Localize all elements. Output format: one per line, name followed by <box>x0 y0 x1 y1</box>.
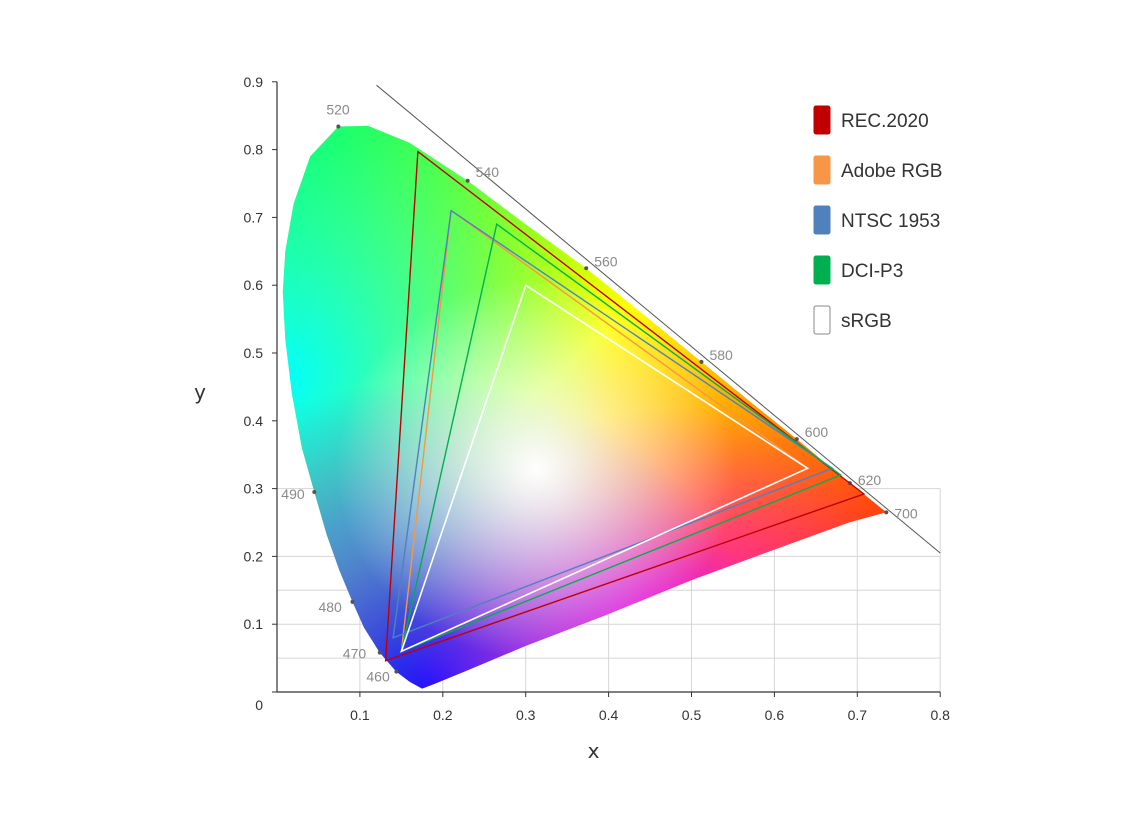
wavelength-label: 490 <box>281 486 305 502</box>
wavelength-marker <box>699 359 704 364</box>
wavelength-label: 580 <box>709 347 733 363</box>
gamut-srgb <box>400 283 810 653</box>
y-tick-label: 0.2 <box>244 548 264 564</box>
wavelength-label: 700 <box>894 505 918 521</box>
wavelength-marker <box>377 650 382 655</box>
wavelength-label: 460 <box>366 669 390 685</box>
legend-item-ntsc-1953: NTSC 1953 <box>813 205 940 235</box>
wavelength-marker <box>584 266 589 271</box>
legend-label: REC.2020 <box>841 111 929 132</box>
spectral-locus <box>282 125 887 689</box>
y-tick-label: 0.3 <box>244 481 264 497</box>
wavelength-label: 470 <box>343 646 367 662</box>
legend-label: Adobe RGB <box>841 161 942 182</box>
axes: 0.1 0.2 0.3 0.4 0.5 0.6 0.7 0.8 0 0.1 0.2 0.3 0.4 0.5… <box>244 74 951 723</box>
legend-swatch <box>813 305 831 335</box>
legend-label: NTSC 1953 <box>841 211 940 232</box>
y-tick-label: 0.4 <box>244 413 264 429</box>
wavelength-label: 540 <box>476 164 500 180</box>
legend-item-srgb: sRGB <box>813 305 892 335</box>
legend-label: sRGB <box>841 311 892 332</box>
x-tick-label: 0.2 <box>433 707 453 723</box>
x-tick-label: 0.6 <box>765 707 785 723</box>
wavelength-label: 620 <box>858 472 882 488</box>
legend-swatch <box>813 155 831 185</box>
y-tick-label: 0.9 <box>244 74 264 90</box>
wavelength-marker <box>350 599 355 604</box>
x-tick-label: 0.4 <box>599 707 619 723</box>
wavelength-marker <box>394 669 399 674</box>
y-tick-label: 0.8 <box>244 142 264 158</box>
legend-label: DCI-P3 <box>841 261 903 282</box>
y-tick-label: 0.1 <box>244 616 264 632</box>
boundary-line <box>376 84 941 554</box>
wavelength-marker <box>884 510 889 515</box>
gamut-ntsc-1953 <box>392 209 834 639</box>
legend-item-adobe-rgb: Adobe RGB <box>813 155 942 185</box>
y-tick-label: 0 <box>255 697 263 713</box>
wavelength-label: 600 <box>805 424 829 440</box>
wavelength-labels: 460 470 480 490 520 540 560 580 600 620 700 <box>281 102 918 685</box>
x-tick-label: 0.7 <box>848 707 868 723</box>
wavelength-label: 520 <box>326 102 350 118</box>
wavelength-label: 480 <box>318 599 342 615</box>
wavelength-label: 560 <box>594 253 618 269</box>
y-tick-label: 0.7 <box>244 209 264 225</box>
wavelength-marker <box>794 437 799 442</box>
wavelength-marker <box>336 124 341 129</box>
gamut-rec-2020 <box>384 150 866 662</box>
wavelength-marker <box>312 489 317 494</box>
x-tick-label: 0.3 <box>516 707 536 723</box>
legend-item-rec-2020: REC.2020 <box>813 105 929 135</box>
wavelength-marker <box>465 178 470 183</box>
legend-swatch <box>813 105 831 135</box>
x-tick-label: 0.1 <box>350 707 370 723</box>
legend-swatch <box>813 255 831 285</box>
x-tick-label: 0.8 <box>930 707 950 723</box>
y-tick-label: 0.5 <box>244 345 264 361</box>
x-axis-title: x <box>588 739 600 763</box>
x-tick-label: 0.5 <box>682 707 702 723</box>
legend: REC.2020 Adobe RGB NTSC 1953 DCI-P3 sRGB <box>813 105 942 335</box>
y-axis-title: y <box>194 380 206 404</box>
gamut-dci-p3 <box>400 223 843 653</box>
legend-item-dci-p3: DCI-P3 <box>813 255 903 285</box>
gamut-triangles <box>384 150 866 662</box>
legend-swatch <box>813 205 831 235</box>
y-tick-label: 0.6 <box>244 277 264 293</box>
